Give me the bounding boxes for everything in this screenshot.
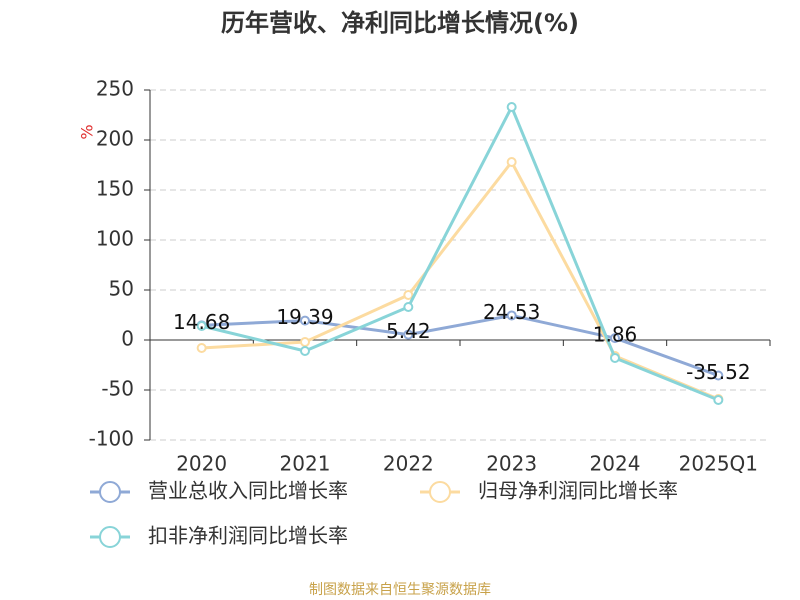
point [403,290,414,300]
x-tick-label: 2023 [486,452,537,476]
x-tick-label: 2022 [383,452,434,476]
point [300,346,310,356]
y-tick-label: 50 [109,277,134,301]
x-tick-label: 2025Q1 [679,452,758,476]
point [196,321,207,331]
data-label: -35.52 [686,360,750,384]
point [610,353,620,363]
y-tick-label: -50 [101,377,134,401]
point [506,310,517,321]
y-tick-label: 100 [96,227,134,251]
series-line [201,103,719,402]
y-tick-label: 150 [96,177,134,201]
point [403,329,414,340]
chart-title: 历年营收、净利同比增长情况(%) [221,9,579,37]
point [506,157,517,167]
series-line [201,313,719,377]
y-axis-label: % [78,124,97,139]
data-label: 1.86 [593,323,638,347]
point [713,395,724,405]
legend-label: 归母净利润同比增长率 [478,479,678,503]
data-label: 5.42 [386,319,431,343]
legend-marker [99,481,121,503]
legend-marker [429,481,451,503]
data-label: 19.39 [276,305,333,329]
point [506,102,517,112]
legend-marker [99,526,121,548]
source: 制图数据来自恒生聚源数据库 [309,582,491,598]
y-tick-label: 200 [96,127,134,151]
point [196,343,207,353]
point [610,333,620,344]
point [300,315,310,326]
series-line [201,159,719,401]
point [403,302,414,312]
x-tick-label: 2020 [176,452,227,476]
y-tick-label: 250 [96,77,134,101]
y-tick-label: 0 [121,327,134,351]
point [713,370,724,381]
data-label: 14.68 [173,310,230,334]
legend-label: 扣非净利润同比增长率 [148,524,348,548]
legend-label: 营业总收入同比增长率 [148,479,348,503]
x-tick-label: 2021 [280,452,331,476]
x-tick-label: 2024 [590,452,641,476]
y-tick-label: -100 [89,427,134,451]
data-label: 24.53 [483,300,540,324]
point [300,337,310,347]
